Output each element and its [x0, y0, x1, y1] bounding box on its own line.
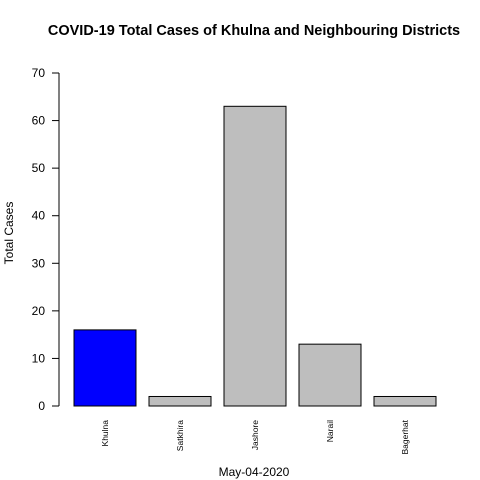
x-tick-label-satkhira: Satkhira — [175, 420, 185, 451]
y-tick-label: 70 — [32, 66, 46, 80]
y-tick-label: 20 — [32, 304, 46, 318]
x-tick-label-khulna: Khulna — [100, 420, 110, 447]
bar-khulna — [73, 329, 137, 407]
bar-satkhira — [148, 395, 212, 407]
y-axis-label: Total Cases — [2, 202, 16, 265]
y-tick-label: 10 — [32, 351, 46, 365]
bar-jashore — [223, 105, 287, 407]
bar-narail — [298, 343, 362, 407]
y-axis: 0 10 20 30 40 50 60 70 — [32, 66, 60, 413]
category-labels: Khulna Satkhira Jashore Narail Bagerhat — [100, 419, 410, 454]
x-axis-label: May-04-2020 — [219, 465, 290, 479]
x-tick-label-bagerhat: Bagerhat — [400, 419, 410, 454]
bar-bagerhat — [373, 395, 437, 407]
x-tick-label-narail: Narail — [325, 420, 335, 442]
y-tick-label: 50 — [32, 161, 46, 175]
bars — [73, 105, 437, 407]
chart-title: COVID-19 Total Cases of Khulna and Neigh… — [48, 23, 460, 39]
y-tick-label: 0 — [38, 399, 45, 413]
y-tick-label: 30 — [32, 256, 46, 270]
y-tick-label: 60 — [32, 114, 46, 128]
x-tick-label-jashore: Jashore — [250, 420, 260, 451]
y-tick-label: 40 — [32, 209, 46, 223]
